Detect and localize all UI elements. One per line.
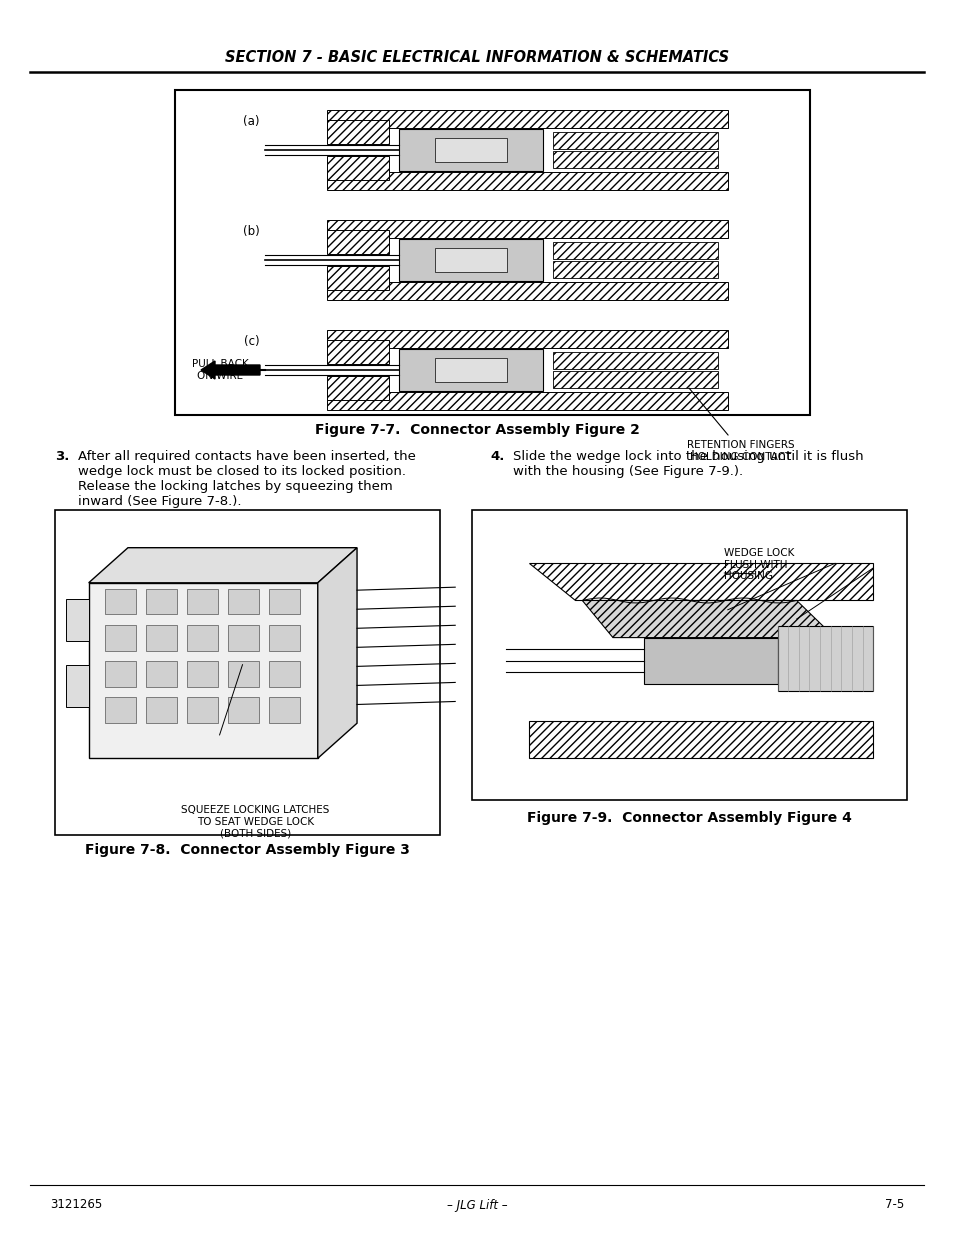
Bar bbox=[553, 370, 718, 388]
Bar bbox=[187, 625, 217, 651]
Text: Figure 7-8.  Connector Assembly Figure 3: Figure 7-8. Connector Assembly Figure 3 bbox=[85, 844, 410, 857]
Bar bbox=[146, 698, 177, 724]
Bar bbox=[327, 230, 388, 253]
Bar bbox=[553, 261, 718, 278]
Bar bbox=[228, 625, 258, 651]
Text: – JLG Lift –: – JLG Lift – bbox=[446, 1198, 507, 1212]
Bar bbox=[553, 242, 718, 259]
Text: 7-5: 7-5 bbox=[883, 1198, 903, 1212]
Bar bbox=[187, 589, 217, 614]
Bar bbox=[105, 698, 136, 724]
Text: After all required contacts have been inserted, the
wedge lock must be closed to: After all required contacts have been in… bbox=[78, 450, 416, 508]
Bar bbox=[327, 393, 728, 410]
Polygon shape bbox=[581, 600, 834, 637]
Bar bbox=[174, 90, 809, 415]
Bar bbox=[327, 120, 388, 143]
Bar bbox=[643, 637, 777, 684]
Bar bbox=[55, 510, 439, 835]
Bar bbox=[228, 589, 258, 614]
Bar bbox=[553, 132, 718, 149]
Bar bbox=[228, 698, 258, 724]
Text: SQUEEZE LOCKING LATCHES
TO SEAT WEDGE LOCK
(BOTH SIDES): SQUEEZE LOCKING LATCHES TO SEAT WEDGE LO… bbox=[181, 805, 329, 839]
Bar bbox=[66, 664, 89, 706]
Polygon shape bbox=[528, 563, 872, 600]
Bar bbox=[327, 283, 728, 300]
Bar bbox=[327, 157, 388, 180]
Bar bbox=[66, 599, 89, 641]
Bar bbox=[327, 220, 728, 237]
Text: 4.: 4. bbox=[490, 450, 504, 463]
Bar bbox=[89, 583, 317, 758]
Bar bbox=[327, 330, 728, 347]
Text: Figure 7-9.  Connector Assembly Figure 4: Figure 7-9. Connector Assembly Figure 4 bbox=[526, 811, 851, 825]
Bar bbox=[269, 698, 299, 724]
Text: RETENTION FINGERS
HOLDING CONTACT: RETENTION FINGERS HOLDING CONTACT bbox=[687, 388, 794, 462]
Bar bbox=[327, 110, 728, 127]
Bar bbox=[553, 151, 718, 168]
Bar bbox=[105, 661, 136, 687]
Text: Slide the wedge lock into the housing until it is flush
with the housing (See Fi: Slide the wedge lock into the housing un… bbox=[513, 450, 862, 478]
Bar bbox=[398, 240, 542, 280]
Bar bbox=[269, 589, 299, 614]
Polygon shape bbox=[528, 721, 872, 758]
Text: (c): (c) bbox=[244, 336, 260, 348]
Text: 3.: 3. bbox=[55, 450, 70, 463]
Bar bbox=[327, 173, 728, 190]
Text: PULL BACK
ON WIRE: PULL BACK ON WIRE bbox=[192, 359, 248, 380]
Polygon shape bbox=[317, 547, 356, 758]
Bar bbox=[435, 248, 506, 272]
Bar bbox=[327, 377, 388, 400]
Bar bbox=[327, 267, 388, 290]
Bar bbox=[327, 340, 388, 363]
Bar bbox=[553, 352, 718, 369]
Text: (b): (b) bbox=[243, 226, 260, 238]
Bar bbox=[398, 350, 542, 390]
Bar bbox=[777, 626, 872, 690]
Text: WEDGE LOCK
FLUSH WITH
HOUSING: WEDGE LOCK FLUSH WITH HOUSING bbox=[723, 548, 794, 582]
Bar bbox=[105, 589, 136, 614]
Bar bbox=[435, 138, 506, 162]
Bar bbox=[146, 625, 177, 651]
Bar bbox=[105, 625, 136, 651]
Text: 3121265: 3121265 bbox=[50, 1198, 102, 1212]
Bar bbox=[187, 698, 217, 724]
Bar bbox=[146, 589, 177, 614]
Bar bbox=[269, 625, 299, 651]
Bar bbox=[146, 661, 177, 687]
Bar bbox=[228, 661, 258, 687]
Text: Figure 7-7.  Connector Assembly Figure 2: Figure 7-7. Connector Assembly Figure 2 bbox=[314, 424, 639, 437]
Bar bbox=[435, 358, 506, 382]
FancyArrow shape bbox=[201, 361, 260, 379]
Text: SECTION 7 - BASIC ELECTRICAL INFORMATION & SCHEMATICS: SECTION 7 - BASIC ELECTRICAL INFORMATION… bbox=[225, 51, 728, 65]
Polygon shape bbox=[89, 547, 356, 583]
Text: (a): (a) bbox=[243, 116, 260, 128]
Bar bbox=[187, 661, 217, 687]
Bar bbox=[472, 510, 906, 800]
Bar bbox=[269, 661, 299, 687]
Bar bbox=[398, 130, 542, 170]
